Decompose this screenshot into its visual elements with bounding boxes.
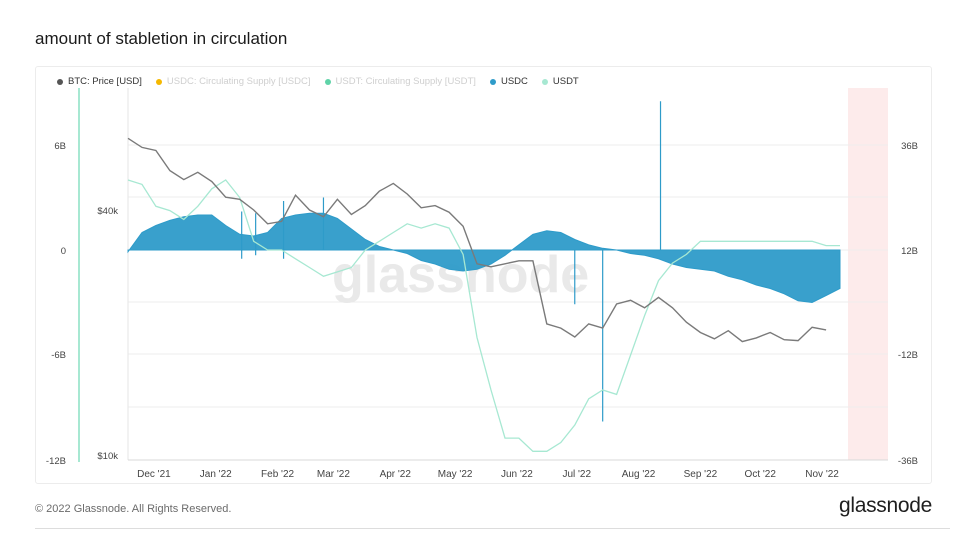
legend-label: USDT: Circulating Supply [USDT] xyxy=(335,76,476,87)
legend-item-usdc-supply[interactable]: USDC: Circulating Supply [USDC] xyxy=(155,76,311,87)
legend-label: USDC: Circulating Supply [USDC] xyxy=(166,76,311,87)
legend-label: USDT xyxy=(552,76,579,87)
brand-logo: glassnode xyxy=(838,494,932,517)
legend-dot-icon xyxy=(489,78,496,85)
legend-item-usdt-supply[interactable]: USDT: Circulating Supply [USDT] xyxy=(324,76,476,87)
copyright-footer: © 2022 Glassnode. All Rights Reserved. xyxy=(35,503,232,515)
legend-dot-icon xyxy=(155,78,162,85)
legend-dot-icon xyxy=(541,78,548,85)
divider xyxy=(35,528,950,529)
chart-legend: BTC: Price [USD] USDC: Circulating Suppl… xyxy=(57,76,579,87)
legend-item-btc-price[interactable]: BTC: Price [USD] xyxy=(57,76,142,87)
legend-item-usdt[interactable]: USDT xyxy=(541,76,579,87)
chart-title: amount of stabletion in circulation xyxy=(35,29,288,48)
legend-dot-icon xyxy=(324,78,331,85)
legend-item-usdc[interactable]: USDC xyxy=(489,76,528,87)
legend-dot-icon xyxy=(57,78,63,85)
chart-panel xyxy=(35,66,932,484)
legend-label: BTC: Price [USD] xyxy=(68,76,142,87)
legend-label: USDC xyxy=(500,76,528,87)
